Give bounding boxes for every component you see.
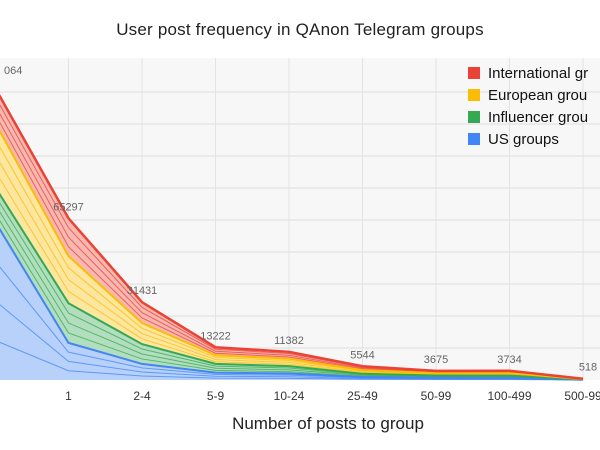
legend-item: European grou — [488, 87, 587, 104]
total-value-label: 11382 — [274, 335, 304, 347]
series-line-european-grou — [0, 129, 584, 381]
total-value-label: 65297 — [53, 201, 84, 213]
series-line-international-gr — [0, 94, 584, 380]
legend-item: Influencer grou — [488, 109, 588, 126]
chart-title: User post frequency in QAnon Telegram gr… — [116, 20, 484, 39]
series-line-us-groups — [0, 227, 584, 381]
x-tick-label: 50-99 — [421, 389, 452, 403]
x-tick-label: 500-99 — [564, 389, 600, 403]
legend-swatch — [468, 67, 480, 79]
total-value-label: 064 — [4, 65, 22, 77]
x-tick-label: 100-499 — [487, 389, 531, 403]
x-tick-label: 1 — [65, 389, 72, 403]
legend-item: US groups — [488, 131, 559, 148]
total-value-label: 31431 — [127, 285, 158, 297]
x-tick-label: 10-24 — [274, 389, 305, 403]
legend-swatch — [468, 89, 480, 101]
x-tick-label: 5-9 — [207, 389, 225, 403]
area-international-gr — [0, 96, 583, 380]
total-value-label: 518 — [579, 362, 597, 374]
total-value-label: 13222 — [200, 330, 231, 342]
total-value-label: 5544 — [350, 349, 374, 361]
series-detail-line — [0, 304, 584, 381]
series-detail-line — [0, 341, 584, 381]
legend-swatch — [468, 111, 480, 123]
total-value-label: 3675 — [424, 354, 448, 366]
legend-swatch — [468, 133, 480, 145]
series-line-influencer-grou — [0, 192, 584, 381]
x-tick-label: 25-49 — [347, 389, 378, 403]
area-us-groups — [0, 229, 583, 380]
series-detail-line — [0, 162, 584, 380]
series-detail-line — [0, 211, 584, 381]
total-value-label: 3734 — [497, 354, 521, 366]
x-axis-label: Number of posts to group — [232, 414, 424, 433]
x-tick-label: 2-4 — [133, 389, 151, 403]
legend-item: International gr — [488, 65, 588, 82]
